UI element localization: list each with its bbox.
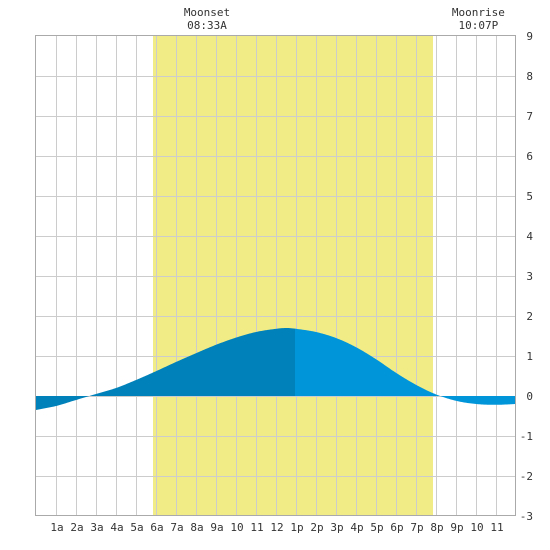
y-tick-label: 8 bbox=[526, 70, 533, 83]
y-tick-label: 7 bbox=[526, 110, 533, 123]
x-tick-label: 2a bbox=[70, 521, 83, 534]
x-tick-label: 9a bbox=[210, 521, 223, 534]
plot-frame bbox=[35, 35, 516, 516]
x-tick-label: 8p bbox=[430, 521, 443, 534]
x-tick-label: 1a bbox=[50, 521, 63, 534]
y-tick-label: 1 bbox=[526, 350, 533, 363]
y-tick-label: -3 bbox=[520, 510, 533, 523]
y-tick-label: 2 bbox=[526, 310, 533, 323]
x-tick-label: 10 bbox=[470, 521, 483, 534]
y-tick-label: -1 bbox=[520, 430, 533, 443]
y-tick-label: 5 bbox=[526, 190, 533, 203]
x-tick-label: 10 bbox=[230, 521, 243, 534]
x-tick-label: 7p bbox=[410, 521, 423, 534]
x-tick-label: 2p bbox=[310, 521, 323, 534]
event-time: 08:33A bbox=[187, 19, 227, 32]
x-tick-label: 11 bbox=[250, 521, 263, 534]
y-tick-label: 3 bbox=[526, 270, 533, 283]
y-tick-label: -2 bbox=[520, 470, 533, 483]
y-tick-label: 0 bbox=[526, 390, 533, 403]
event-title: Moonset bbox=[184, 6, 230, 19]
x-tick-label: 12 bbox=[270, 521, 283, 534]
x-tick-label: 5a bbox=[130, 521, 143, 534]
event-time: 10:07P bbox=[459, 19, 499, 32]
event-title: Moonrise bbox=[452, 6, 505, 19]
x-tick-label: 3a bbox=[90, 521, 103, 534]
x-tick-label: 7a bbox=[170, 521, 183, 534]
tide-area-before bbox=[36, 328, 295, 410]
x-tick-label: 1p bbox=[290, 521, 303, 534]
y-tick-label: 6 bbox=[526, 150, 533, 163]
y-tick-label: 4 bbox=[526, 230, 533, 243]
y-tick-label: 9 bbox=[526, 30, 533, 43]
tide-area-after bbox=[295, 328, 516, 405]
x-tick-label: 6a bbox=[150, 521, 163, 534]
x-tick-label: 9p bbox=[450, 521, 463, 534]
x-tick-label: 8a bbox=[190, 521, 203, 534]
x-tick-label: 4p bbox=[350, 521, 363, 534]
x-tick-label: 3p bbox=[330, 521, 343, 534]
x-tick-label: 6p bbox=[390, 521, 403, 534]
x-tick-label: 11 bbox=[490, 521, 503, 534]
x-tick-label: 4a bbox=[110, 521, 123, 534]
x-tick-label: 5p bbox=[370, 521, 383, 534]
